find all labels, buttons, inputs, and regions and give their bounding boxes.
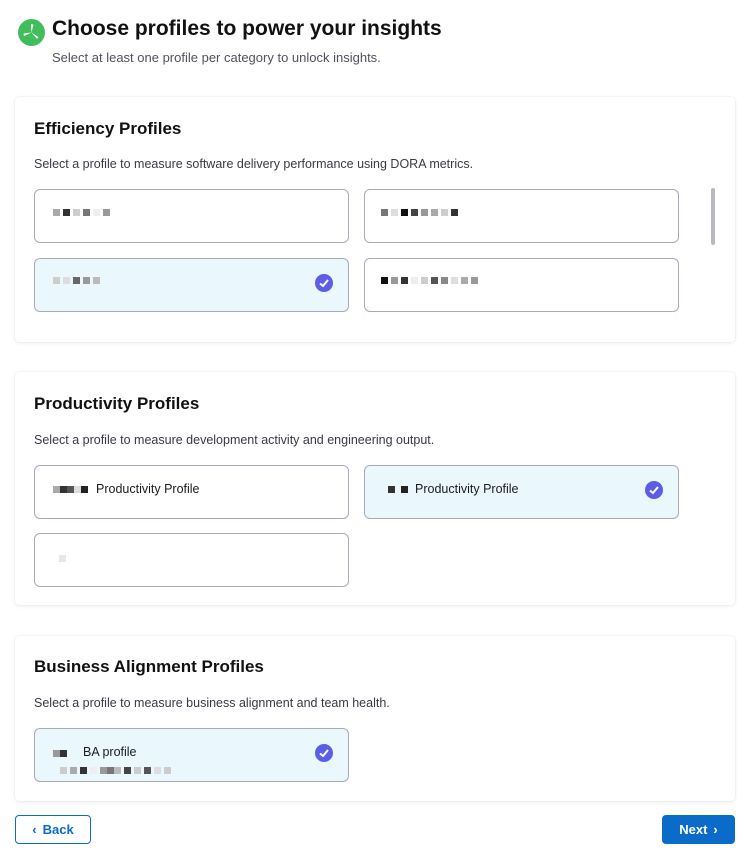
page-subtitle: Select at least one profile per category… <box>52 50 381 65</box>
section-description: Select a profile to measure business ali… <box>34 696 390 710</box>
scrollbar[interactable] <box>711 188 715 245</box>
profile-card[interactable] <box>34 189 349 243</box>
next-button[interactable]: Next › <box>662 815 735 844</box>
profile-card[interactable]: Productivity Profile <box>364 465 679 519</box>
profile-label: Productivity Profile <box>415 482 519 496</box>
redacted-name <box>53 205 113 219</box>
profile-card[interactable] <box>34 258 349 312</box>
chevron-right-icon: › <box>713 822 718 837</box>
profile-label: BA profile <box>83 745 137 759</box>
profile-card[interactable] <box>34 533 349 587</box>
redacted-name <box>53 482 91 496</box>
productivity-profiles-section: Productivity Profiles Select a profile t… <box>15 372 735 605</box>
redacted-name <box>381 205 461 219</box>
back-button[interactable]: ‹ Back <box>15 815 91 844</box>
redacted-description <box>60 763 174 777</box>
redacted-icon <box>53 746 70 760</box>
section-title: Productivity Profiles <box>34 394 200 413</box>
next-label: Next <box>679 822 708 837</box>
page-title: Choose profiles to power your insights <box>52 17 442 40</box>
redacted-name <box>381 273 481 287</box>
pinwheel-logo-icon <box>18 19 45 46</box>
section-description: Select a profile to measure development … <box>34 433 435 447</box>
section-title: Efficiency Profiles <box>34 119 182 138</box>
efficiency-profiles-section: Efficiency Profiles Select a profile to … <box>15 97 735 342</box>
profile-card[interactable] <box>364 189 679 243</box>
profile-card[interactable]: BA profile <box>34 728 349 782</box>
profile-card[interactable]: Productivity Profile <box>34 465 349 519</box>
section-description: Select a profile to measure software del… <box>34 157 474 171</box>
profile-card[interactable] <box>364 258 679 312</box>
redacted-name <box>388 482 411 496</box>
selected-check-icon <box>315 274 333 292</box>
selected-check-icon <box>315 744 333 762</box>
selected-check-icon <box>645 481 663 499</box>
business-alignment-profiles-section: Business Alignment Profiles Select a pro… <box>15 636 735 801</box>
redacted-name <box>59 551 69 565</box>
profile-label: Productivity Profile <box>96 482 200 496</box>
chevron-left-icon: ‹ <box>32 822 37 837</box>
section-title: Business Alignment Profiles <box>34 657 264 676</box>
back-label: Back <box>42 822 74 837</box>
redacted-name <box>53 273 103 287</box>
